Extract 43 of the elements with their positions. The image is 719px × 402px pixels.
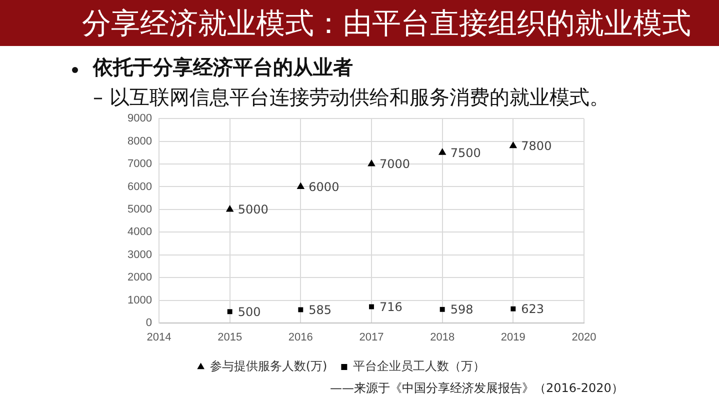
y-tick-label: 7000 xyxy=(128,158,152,170)
y-tick-label: 3000 xyxy=(128,248,152,261)
data-label: 7500 xyxy=(450,146,481,160)
point xyxy=(227,309,232,314)
chart-subtitle: 依托于分享经济平台的从业者 xyxy=(93,55,353,79)
data-label: 585 xyxy=(308,302,332,317)
x-tick-label: 2019 xyxy=(500,332,526,344)
chart-title: 分享经济就业模式：由平台直接组织的就业模式 xyxy=(82,6,691,40)
point xyxy=(440,306,445,312)
point xyxy=(369,304,374,310)
text: ——来源于《中国分享经济发展报告》（2016-2020） xyxy=(330,380,624,396)
x-tick-label: 2015 xyxy=(218,332,242,344)
point xyxy=(226,204,234,212)
y-tick-label: 5000 xyxy=(128,203,152,216)
y-tick-label: 0 xyxy=(146,317,152,330)
point xyxy=(510,306,516,312)
y-tick-label: 6000 xyxy=(128,180,152,193)
data-label: 5000 xyxy=(238,202,268,217)
point xyxy=(438,148,446,155)
y-tick-label: 1000 xyxy=(128,294,152,306)
data-label: 623 xyxy=(521,302,544,316)
data-label: 6000 xyxy=(308,180,340,194)
y-tick-label: 2000 xyxy=(128,272,152,284)
y-tick-label: 8000 xyxy=(128,135,152,148)
x-tick-label: 2016 xyxy=(288,332,313,344)
y-tick-label: 9000 xyxy=(128,112,152,125)
x-tick-label: 2014 xyxy=(146,332,172,344)
legend-label: 平台企业员工人数（万） xyxy=(353,359,486,374)
data-label: 716 xyxy=(380,300,402,314)
x-tick-label: 2017 xyxy=(359,332,384,344)
data-label: 7000 xyxy=(380,157,410,172)
point xyxy=(296,182,305,189)
data-label: 7800 xyxy=(521,138,552,153)
y-tick-label: 4000 xyxy=(128,226,152,238)
x-tick-label: 2018 xyxy=(430,332,455,344)
data-label: 598 xyxy=(450,302,474,317)
point xyxy=(298,307,304,312)
x-tick-label: 2020 xyxy=(572,332,596,344)
legend-label: 参与提供服务人数(万) xyxy=(210,359,328,374)
point xyxy=(368,160,376,166)
text: – 以互联网信息平台连接劳动供给和服务消费的就业模式。 xyxy=(93,85,610,109)
data-label: 500 xyxy=(238,304,261,319)
point xyxy=(509,141,518,148)
